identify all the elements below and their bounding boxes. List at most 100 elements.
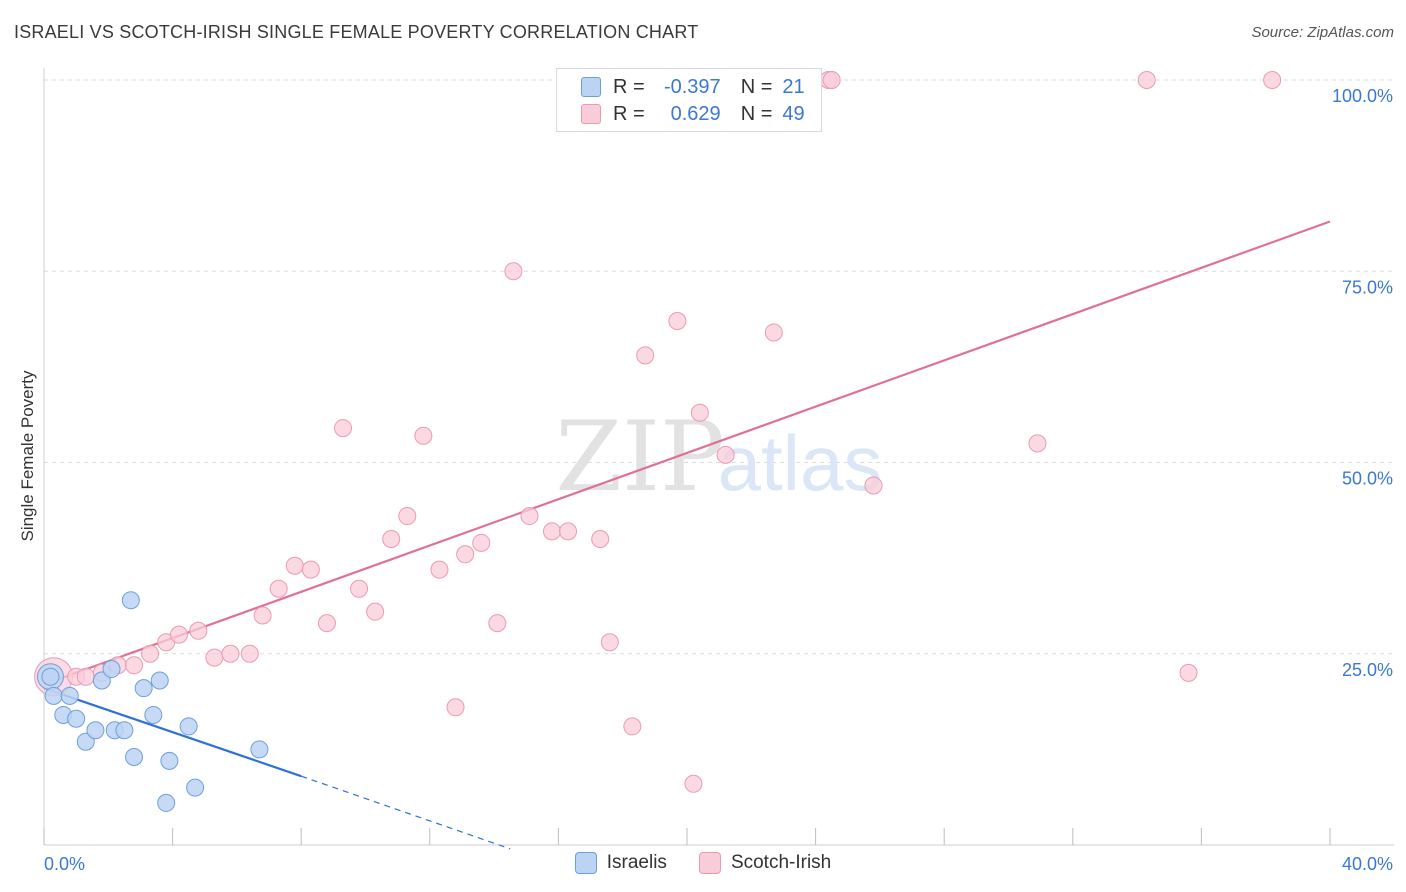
israelis-point <box>41 667 60 686</box>
scotch-irish-point <box>1263 71 1282 89</box>
scotch-irish-point <box>764 323 783 342</box>
legend-r-value: 0.629 <box>670 102 721 125</box>
scotch-irish-point <box>141 644 160 663</box>
israelis-point <box>121 591 140 610</box>
source-label: Source: ZipAtlas.com <box>1251 24 1394 41</box>
israelis-point <box>60 686 79 705</box>
scotch-irish-point <box>189 621 208 640</box>
scotch-irish-point <box>559 522 578 541</box>
scotch-irish-point <box>301 560 320 579</box>
israelis-point <box>67 709 86 728</box>
scotch-irish-point <box>1179 663 1198 682</box>
scotch-irish-point <box>456 545 475 564</box>
scotch-irish-point <box>382 530 401 548</box>
legend-r-value: -0.397 <box>663 75 721 98</box>
scotch-irish-point <box>591 530 610 548</box>
scotch-irish-point <box>76 667 95 686</box>
scotch-irish-point <box>333 419 352 438</box>
israelis-point <box>92 671 111 690</box>
scotch-irish-point <box>520 507 539 526</box>
legend-r-label: R = <box>613 75 645 98</box>
scotch-irish-point <box>636 346 655 365</box>
legend-row-israelis: R = -0.397 N = 21 <box>581 74 805 100</box>
scotch-irish-point <box>1028 434 1047 453</box>
y-tick-label: 100.0% <box>1332 86 1393 106</box>
scotch-irish-point <box>253 606 272 625</box>
legend-swatch-israelis <box>581 77 601 97</box>
scotch-irish-point <box>822 71 841 89</box>
axes <box>43 68 1394 846</box>
scotch-irish-point <box>690 403 709 422</box>
israelis-point <box>134 679 153 698</box>
x-tick-label: 0.0% <box>44 854 85 874</box>
scotch-irish-point <box>285 556 304 575</box>
correlation-legend: R = -0.397 N = 21 R = 0.629 N = 49 <box>556 68 822 132</box>
legend-n-label: N = <box>740 75 773 98</box>
y-tick-label: 25.0% <box>1342 660 1393 680</box>
chart-title: ISRAELI VS SCOTCH-IRISH SINGLE FEMALE PO… <box>14 22 699 42</box>
legend-n-value: 21 <box>782 75 805 98</box>
scotch-irish-point <box>366 602 385 621</box>
scotch-irish-point <box>684 774 703 793</box>
israelis-point <box>179 717 198 736</box>
scotch-irish-trend-line <box>43 220 1331 686</box>
series-legend-scotch-irish[interactable]: Scotch-Irish <box>698 852 832 874</box>
scotch-irish-point <box>317 614 336 633</box>
legend-swatch-scotch-irish <box>581 104 601 124</box>
legend-r-label: R = <box>613 102 645 125</box>
scotch-irish-point <box>488 614 507 633</box>
series-legend: Israelis Scotch-Irish <box>0 852 1406 874</box>
scotch-irish-point <box>1137 71 1156 89</box>
series-legend-label: Scotch-Irish <box>730 852 832 873</box>
scotch-irish-point <box>542 522 561 541</box>
scotch-irish-point <box>269 579 288 598</box>
scotch-irish-point <box>240 644 259 663</box>
gridlines <box>44 79 1394 655</box>
scotch-irish-point <box>170 625 189 644</box>
scotch-irish-point <box>472 533 491 552</box>
y-tick-label: 50.0% <box>1342 469 1393 489</box>
scotch-irish-point <box>504 262 523 281</box>
scotch-irish-point <box>716 445 735 464</box>
legend-row-scotch-irish: R = 0.629 N = 49 <box>581 101 805 127</box>
scotch-irish-swatch <box>698 852 721 874</box>
scotch-irish-point <box>205 648 224 667</box>
israelis-point <box>125 748 144 767</box>
scotch-irish-point <box>623 717 642 736</box>
israelis-point <box>144 705 163 724</box>
watermark-atlas: atlas <box>718 419 883 507</box>
israelis-point <box>157 793 176 812</box>
israelis-point <box>250 740 269 759</box>
israelis-point <box>102 660 121 679</box>
israelis-trend-line <box>43 687 302 778</box>
scotch-irish-point <box>446 698 465 717</box>
trend-lines <box>43 220 1331 850</box>
legend-n-label: N = <box>740 102 773 125</box>
scotch-irish-point <box>600 633 619 652</box>
tick-labels: 25.0% 50.0% 75.0% 100.0% 0.0% 40.0% <box>44 86 1393 874</box>
israelis-point <box>76 732 95 751</box>
israelis-point <box>115 721 134 740</box>
israelis-point <box>44 686 63 705</box>
scotch-irish-point <box>864 476 883 495</box>
y-axis-label: Single Female Poverty <box>18 370 37 542</box>
scotch-irish-point <box>350 579 369 598</box>
israelis-point <box>86 721 105 740</box>
scotch-irish-point <box>125 656 144 675</box>
israelis-point <box>186 778 205 797</box>
x-tick-label: 40.0% <box>1342 854 1393 874</box>
israelis-point <box>160 751 179 770</box>
data-points <box>34 71 1282 812</box>
scotch-irish-point <box>398 507 417 526</box>
scotch-irish-point <box>414 426 433 445</box>
israelis-point <box>150 671 169 690</box>
scotch-irish-point <box>668 311 687 330</box>
israelis-swatch <box>574 852 597 874</box>
series-legend-label: Israelis <box>606 852 667 873</box>
scotch-irish-point <box>430 560 449 579</box>
scotch-irish-point <box>221 644 240 663</box>
legend-n-value: 49 <box>782 102 805 125</box>
israelis-trend-extension <box>301 775 511 850</box>
series-legend-israelis[interactable]: Israelis <box>574 852 667 874</box>
